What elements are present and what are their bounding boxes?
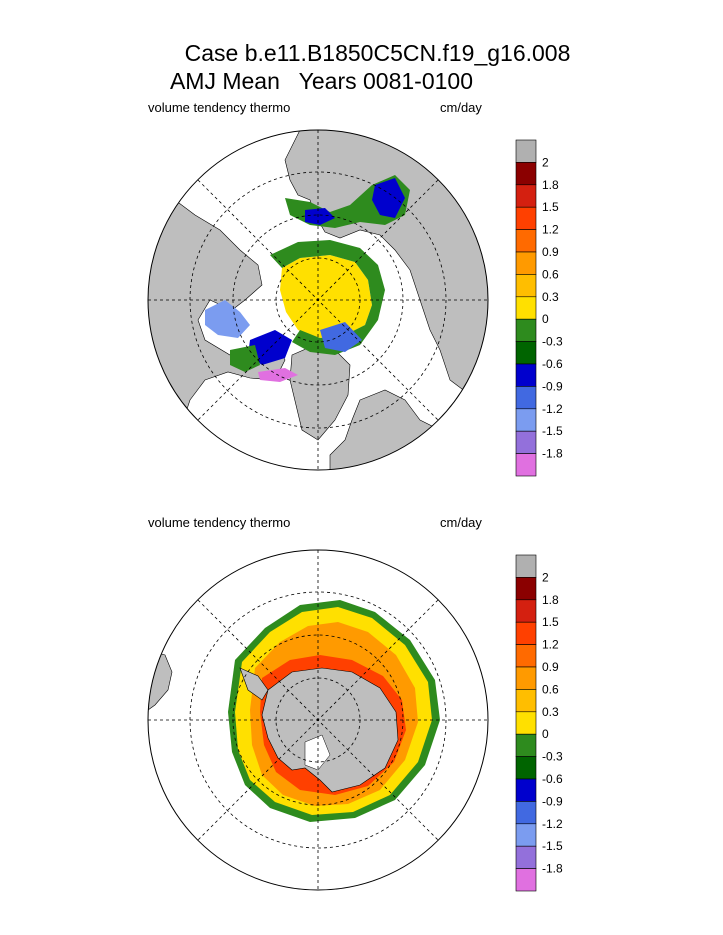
north-colorbar-box (515, 139, 537, 163)
north-colorbar-label: 1.8 (542, 178, 559, 192)
baffin-blue (248, 330, 292, 365)
panel1-units-label: cm/day (440, 100, 482, 115)
south-colorbar-box (515, 644, 537, 668)
arctic-melt-yellow (280, 255, 372, 338)
north-colorbar-label: 0 (542, 312, 549, 326)
north-colorbar-label: 0.3 (542, 290, 559, 304)
labrador-magenta (258, 368, 298, 382)
north-colorbar-label: 1.5 (542, 200, 559, 214)
siberia-green (285, 175, 410, 228)
antarctica-land (261, 667, 399, 793)
south-colorbar-label: 0.6 (542, 682, 559, 696)
north-colorbar-box (515, 229, 537, 253)
south-colorbar-box (515, 868, 537, 892)
north-colorbar-box (515, 206, 537, 230)
south-colorbar-box (515, 733, 537, 757)
south-colorbar-label: -0.9 (542, 794, 563, 808)
south-colorbar-box (515, 711, 537, 735)
ross-ice-white (304, 734, 331, 771)
north-colorbar-box (515, 274, 537, 298)
siberia-blue (372, 178, 405, 218)
south-america-land (148, 649, 173, 711)
south-map-border (147, 549, 489, 891)
south-colorbar-label: -0.6 (542, 772, 563, 786)
hudson-blue (205, 300, 250, 338)
north-colorbar-label: -1.8 (542, 447, 563, 461)
panel1-variable-label: volume tendency thermo (148, 100, 291, 115)
north-colorbar-box (515, 363, 537, 387)
south-colorbar-label: -1.2 (542, 817, 563, 831)
arctic-green-rim (270, 240, 385, 355)
baffin-green (230, 345, 260, 372)
south-colorbar-box (515, 599, 537, 623)
north-colorbar-box (515, 162, 537, 186)
north-colorbar-label: 2 (542, 155, 549, 169)
title-line-2: AMJ Mean Years 0081-0100 (169, 68, 474, 94)
south-colorbar-label: 1.5 (542, 615, 559, 629)
north-colorbar-label: 0.6 (542, 267, 559, 281)
south-colorbar-box (515, 823, 537, 847)
north-colorbar-label: -0.3 (542, 335, 563, 349)
south-colorbar-label: 1.2 (542, 638, 559, 652)
panel2-units-label: cm/day (440, 515, 482, 530)
south-colorbar-box (515, 756, 537, 780)
north-colorbar-box (515, 251, 537, 275)
north-ocean (148, 130, 488, 470)
south-colorbar-label: -0.3 (542, 750, 563, 764)
south-colorbar-label: 0.3 (542, 705, 559, 719)
south-colorbar-label: -1.8 (542, 862, 563, 876)
north-colorbar-box (515, 318, 537, 342)
south-colorbar-box (515, 689, 537, 713)
southern-ocean-red-edge (260, 655, 406, 795)
south-colorbar-label: 0.9 (542, 660, 559, 674)
north-map-border (147, 129, 489, 471)
north-colorbar-box (515, 184, 537, 208)
europe-land (329, 389, 488, 470)
north-america-land (148, 189, 286, 470)
laptev-blue (305, 208, 335, 225)
south-colorbar-label: 2 (542, 570, 549, 584)
north-colorbar-label: 0.9 (542, 245, 559, 259)
north-colorbar-box (515, 296, 537, 320)
south-colorbar-box (515, 666, 537, 690)
barents-blue (320, 322, 362, 352)
panel2-variable-label: volume tendency thermo (148, 515, 291, 530)
south-colorbar-box (515, 577, 537, 601)
north-colorbar-box (515, 453, 537, 477)
southern-ocean-yellow (235, 607, 432, 815)
antarctic-peninsula (239, 667, 269, 701)
north-colorbar-label: -0.9 (542, 379, 563, 393)
south-colorbar-box (515, 801, 537, 825)
north-colorbar-box (515, 408, 537, 432)
north-colorbar-box (515, 386, 537, 410)
north-colorbar-label: 1.2 (542, 223, 559, 237)
southern-ocean-orange (250, 622, 418, 806)
south-ocean (148, 550, 488, 890)
south-colorbar-box (515, 845, 537, 869)
north-colorbar-label: -1.5 (542, 424, 563, 438)
eurasia-land (284, 130, 488, 401)
south-colorbar-label: 0 (542, 727, 549, 741)
south-colorbar-label: -1.5 (542, 839, 563, 853)
south-colorbar-box (515, 554, 537, 578)
southern-ocean-green-rim (228, 600, 440, 822)
title-line-1: Case b.e11.B1850C5CN.f19_g16.008 (184, 40, 571, 66)
north-colorbar-label: -1.2 (542, 402, 563, 416)
north-colorbar-box (515, 430, 537, 454)
south-colorbar-box (515, 778, 537, 802)
north-colorbar-label: -0.6 (542, 357, 563, 371)
greenland-land (289, 344, 351, 441)
south-colorbar-label: 1.8 (542, 593, 559, 607)
north-colorbar-box (515, 341, 537, 365)
south-colorbar-box (515, 621, 537, 645)
